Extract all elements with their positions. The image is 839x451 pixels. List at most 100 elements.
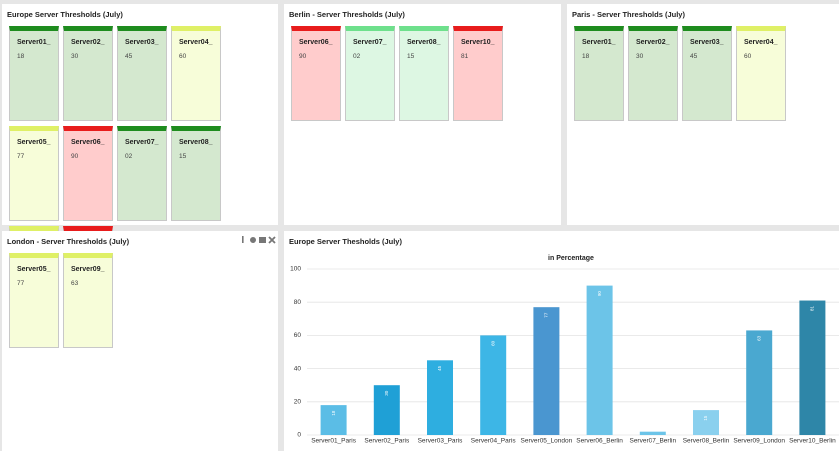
x-tick-label: Server05_London [521, 438, 573, 445]
data-label: 90 [597, 291, 602, 297]
panel: Europe Server Thresholds (July) Server01_… [2, 4, 278, 321]
server-name: Server04_ [179, 39, 213, 46]
tiles: Server06_ 90 Server07_ 02 Server08_ 15 Server1… [291, 26, 557, 121]
server-value: 02 [125, 153, 133, 160]
x-tick-label: Server08_Berlin [683, 438, 730, 445]
x-tick-label: Server10_Berlin [789, 438, 836, 445]
tiles: Server01_ 18 Server02_ 30 Server03_ 45 Server0… [574, 26, 835, 121]
server-tile: Server08_ 15 [399, 26, 449, 121]
server-tile: Server07_ 02 [117, 126, 167, 221]
server-tile: Server09_ 63 [63, 253, 113, 348]
info-icon[interactable] [242, 236, 244, 243]
server-tile: Server02_ 30 [628, 26, 678, 121]
panel-title: Berlin - Server Thresholds (July) [289, 10, 405, 19]
server-name: Server06_ [299, 39, 333, 46]
y-tick-label: 80 [294, 299, 302, 306]
server-name: Server03_ [690, 39, 724, 46]
data-label: 60 [490, 340, 495, 346]
server-value: 81 [461, 53, 469, 60]
server-value: 77 [17, 153, 25, 160]
panel: Paris - Server Thresholds (July) Server01… [567, 4, 839, 225]
server-tile: Server01_ 18 [9, 26, 59, 121]
server-value: 45 [125, 53, 133, 60]
panel-tools [242, 236, 276, 244]
bar [693, 410, 719, 435]
bar [373, 385, 400, 435]
server-tile: Server02_ 30 [63, 26, 113, 121]
chart: in Percentage 0 20 40 60 80 100 Server01_Paris… [290, 255, 839, 445]
server-value: 30 [636, 53, 644, 60]
server-value: 15 [407, 53, 415, 60]
server-tile: Server07_ 02 [345, 26, 395, 121]
server-tile: Server03_ 45 [117, 26, 167, 121]
data-label: 15 [703, 415, 708, 421]
chart-panel: Europe Server Thesholds (July) in Percen… [284, 231, 839, 451]
server-tile: Server05_ 77 [9, 126, 59, 221]
panel: Berlin - Server Thresholds (July) Server0… [284, 4, 561, 225]
server-tile: Server08_ 15 [171, 126, 221, 221]
server-tile: Server05_ 77 [9, 253, 59, 348]
server-name: Server09_ [71, 266, 105, 273]
export-icon[interactable] [259, 237, 266, 243]
server-value: 90 [71, 153, 79, 160]
data-label: 18 [331, 410, 336, 416]
server-name: Server07_ [125, 139, 159, 146]
x-tick-label: Server04_Paris [471, 438, 517, 445]
server-name: Server07_ [353, 39, 387, 46]
chart-subtitle: in Percentage [548, 255, 594, 262]
server-name: Server02_ [71, 39, 105, 46]
server-name: Server10_ [461, 39, 495, 46]
server-name: Server08_ [407, 39, 441, 46]
server-value: 15 [179, 153, 187, 160]
x-tick-label: Server01_Paris [311, 438, 357, 445]
y-tick-label: 20 [294, 399, 302, 406]
data-label: 63 [756, 335, 761, 341]
panel: London - Server Thresholds (July) Server0… [2, 231, 278, 451]
server-value: 02 [353, 53, 361, 60]
server-tile: Server06_ 90 [291, 26, 341, 121]
data-label: 45 [437, 365, 442, 371]
x-tick-label: Server02_Paris [364, 438, 410, 445]
server-tile: Server06_ 90 [63, 126, 113, 221]
bar [533, 307, 560, 435]
panel-title: Paris - Server Thresholds (July) [572, 10, 685, 19]
y-tick-label: 0 [297, 432, 301, 439]
server-name: Server02_ [636, 39, 670, 46]
server-tile: Server04_ 60 [736, 26, 786, 121]
server-name: Server05_ [17, 139, 51, 146]
server-name: Server01_ [582, 39, 616, 46]
server-tile: Server10_ 81 [453, 26, 503, 121]
server-name: Server06_ [71, 139, 105, 146]
bar [320, 405, 347, 435]
server-value: 77 [17, 280, 25, 287]
x-tick-label: Server03_Paris [418, 438, 464, 445]
data-label: 30 [384, 390, 389, 396]
bar [799, 300, 826, 435]
data-label: 81 [810, 306, 815, 312]
server-name: Server05_ [17, 266, 51, 273]
server-name: Server01_ [17, 39, 51, 46]
server-tile: Server04_ 60 [171, 26, 221, 121]
settings-icon[interactable] [250, 237, 256, 243]
server-value: 18 [17, 53, 25, 60]
server-value: 90 [299, 53, 307, 60]
bar [480, 335, 507, 435]
y-tick-label: 100 [290, 266, 301, 273]
server-name: Server04_ [744, 39, 778, 46]
y-tick-label: 40 [294, 365, 302, 372]
server-value: 45 [690, 53, 698, 60]
server-name: Server08_ [179, 139, 213, 146]
server-tile: Server01_ 18 [574, 26, 624, 121]
bar [746, 330, 773, 435]
panel-title: Europe Server Thesholds (July) [289, 237, 402, 246]
tiles: Server05_ 77 Server09_ 63 [9, 253, 274, 348]
x-tick-label: Server06_Berlin [576, 438, 623, 445]
data-label: 2 [650, 438, 655, 441]
server-tile: Server03_ 45 [682, 26, 732, 121]
x-tick-label: Server09_London [733, 438, 785, 445]
server-name: Server03_ [125, 39, 159, 46]
close-icon[interactable] [268, 236, 276, 244]
bar [586, 285, 613, 435]
data-label: 77 [544, 312, 549, 318]
